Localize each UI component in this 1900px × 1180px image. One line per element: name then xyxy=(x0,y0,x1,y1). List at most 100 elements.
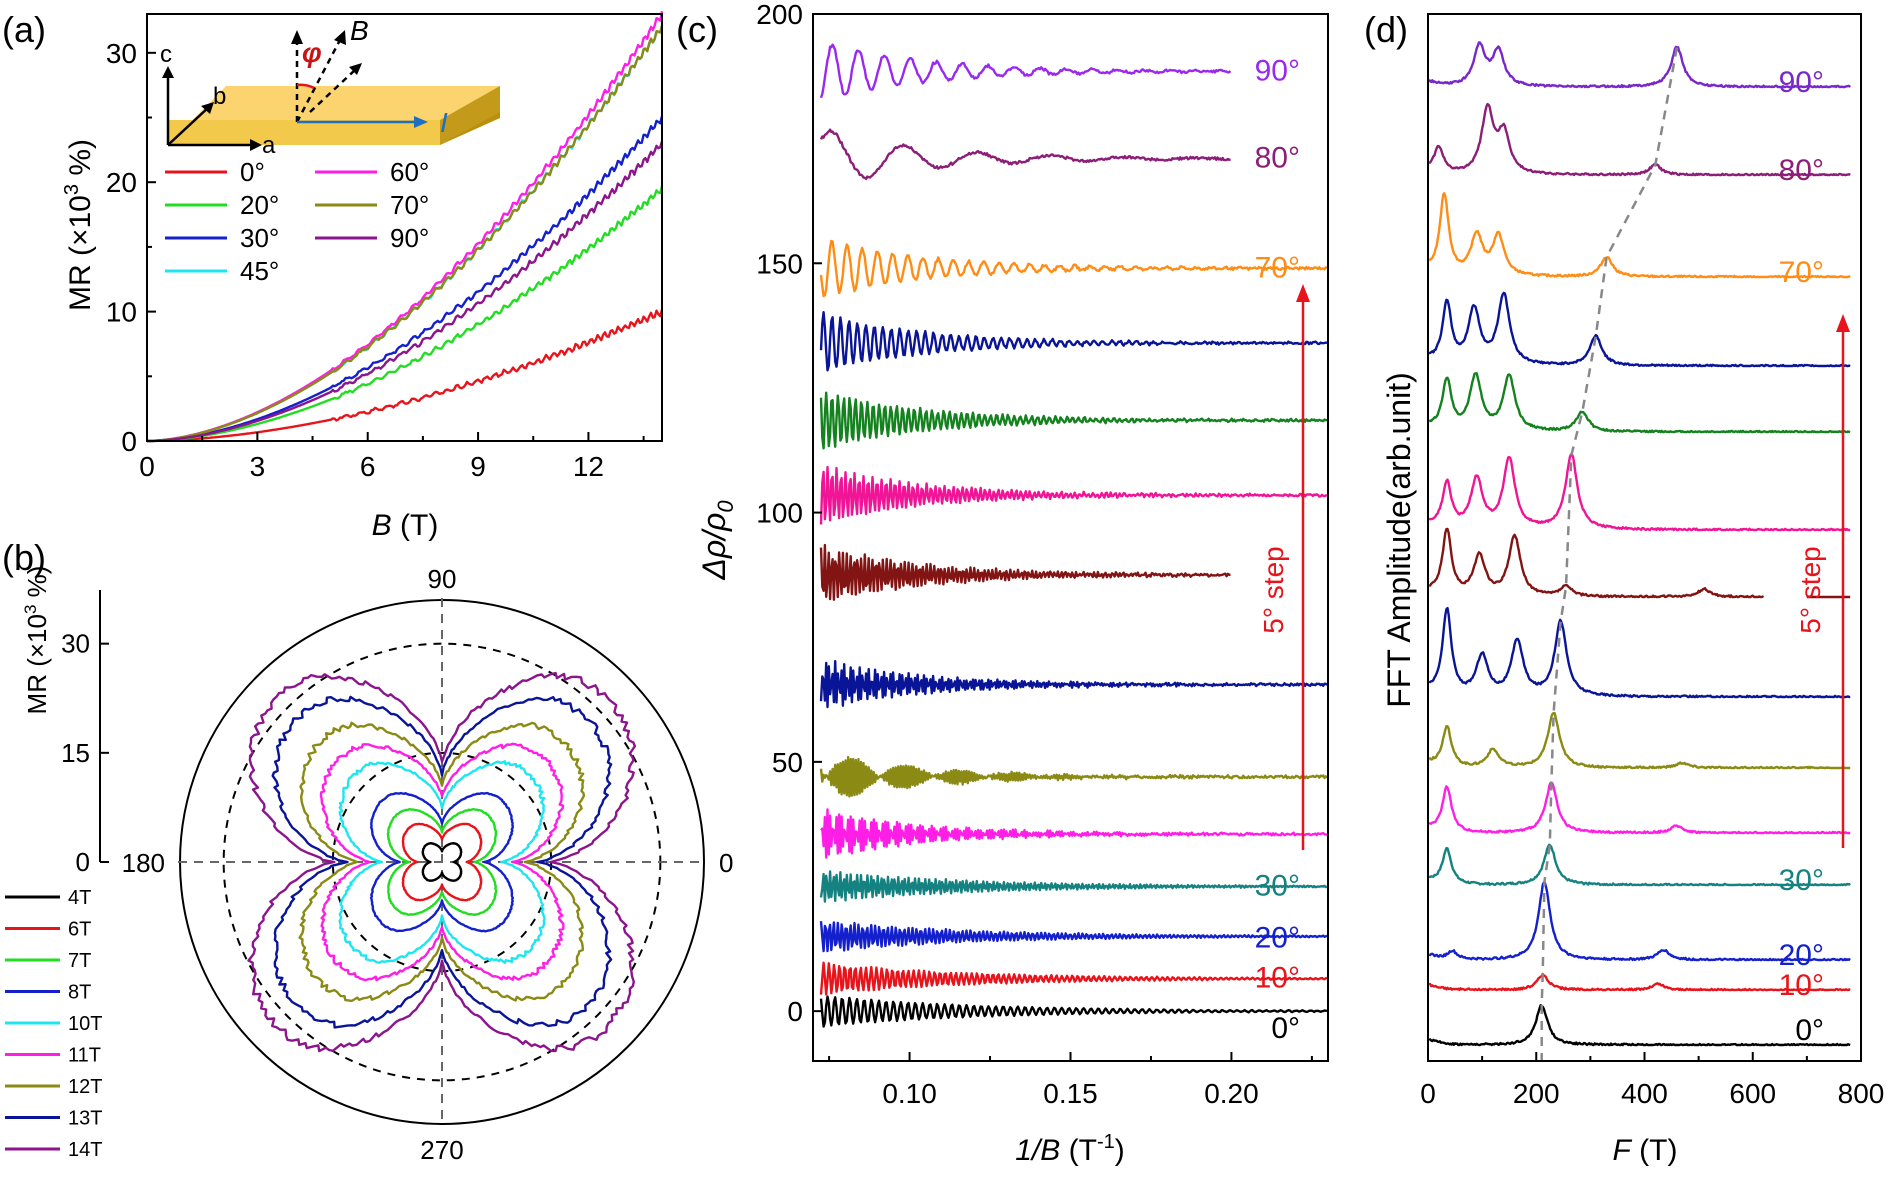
panel-a-legend-label: 60° xyxy=(390,157,429,187)
panel-a-series-70deg xyxy=(147,25,664,443)
panel-b-legend-label: 7T xyxy=(68,950,91,972)
panel-c-curves xyxy=(819,43,1328,1028)
panel-c-ytick-label: 50 xyxy=(772,747,803,778)
panel-a-ticks: 0 3 6 9 12 0 10 20 30 xyxy=(106,38,645,482)
panel-b-label: (b) xyxy=(2,537,46,578)
panel-d-series-60deg xyxy=(1428,372,1851,434)
panel-c-frame xyxy=(812,13,1329,1062)
panel-c-xtick-label: 0.20 xyxy=(1204,1078,1259,1109)
panel-b-legend: 4T 6T 7T 8T 10T 11T 12T 13T 14T xyxy=(5,887,102,1161)
panel-a-label: (a) xyxy=(2,9,46,50)
inset-axis-b: b xyxy=(213,83,226,110)
panel-d-xtick-label: 400 xyxy=(1621,1078,1668,1109)
panel-b-series-6T xyxy=(401,822,483,902)
panel-b-series-14T xyxy=(247,671,637,1053)
panel-d-step-arrowhead xyxy=(1836,314,1850,332)
panel-d-curves xyxy=(1428,41,1852,1062)
panel-d-angle-label: 0° xyxy=(1795,1014,1824,1047)
panel-c-angle-label: 90° xyxy=(1255,54,1300,87)
panel-b-series-11T xyxy=(319,742,565,982)
panel-d-angle-label: 30° xyxy=(1779,864,1824,897)
panel-d-fft: 0 200 400 600 800 0° 10°20° 30° 70° 80° 90° 5° st… xyxy=(1381,13,1884,1167)
panel-a-ytick-label: 0 xyxy=(121,426,137,457)
panel-b-legend-label: 4T xyxy=(68,887,91,909)
panel-c-ytick-label: 100 xyxy=(756,498,803,529)
panel-d-series-70deg xyxy=(1428,192,1851,279)
panel-c-ylabel: Δρ/ρ0 xyxy=(696,500,738,581)
panel-a-legend-label: 30° xyxy=(240,223,279,253)
panel-a-xtick-label: 6 xyxy=(360,451,376,482)
panel-c-step-arrowhead xyxy=(1296,284,1310,302)
panel-b-legend-label: 11T xyxy=(68,1045,101,1067)
panel-a-xtick-label: 12 xyxy=(573,451,604,482)
panel-b-series-10T xyxy=(338,760,546,964)
panel-d-angle-label: 20° xyxy=(1779,939,1824,972)
panel-d-angle-label: 10° xyxy=(1779,969,1824,1002)
panel-c-series-55deg xyxy=(819,465,1328,525)
panel-b-r-tick-label: 0 xyxy=(76,847,90,877)
panel-a-curves xyxy=(147,10,664,443)
panel-c-label: (c) xyxy=(676,9,718,50)
panel-d-series-30deg xyxy=(1428,843,1851,887)
panel-d-series-10deg xyxy=(1428,972,1851,992)
panel-c-step-label: 5° step xyxy=(1258,546,1289,633)
panel-a-legend-label: 70° xyxy=(390,190,429,220)
panel-b-series-8T xyxy=(369,791,514,933)
panel-d-xtick-label: 800 xyxy=(1838,1078,1885,1109)
panel-a-xlabel: B (T) xyxy=(372,509,439,542)
panel-d-angle-label: 90° xyxy=(1779,66,1824,99)
panel-c-ytick-label: 150 xyxy=(756,248,803,279)
panel-c-angle-label: 80° xyxy=(1255,142,1300,175)
panel-a-xtick-label: 3 xyxy=(250,451,266,482)
panel-c-angle-label: 20° xyxy=(1255,921,1300,954)
panel-a-mr-vs-field: 0 3 6 9 12 0 10 20 30 MR (×103 %) B (T) c b a xyxy=(61,10,664,542)
panel-c-oscillations: 0.10 0.15 0.20 0 50 100 150 200 0° 10° 20° 30° 70° 8… xyxy=(696,0,1329,1167)
panel-d-series-80deg xyxy=(1429,102,1851,177)
panel-a-xtick-label: 9 xyxy=(470,451,486,482)
panel-b-legend-label: 6T xyxy=(68,919,91,941)
inset-field-b: B xyxy=(350,15,369,46)
inset-axis-c: c xyxy=(160,41,172,68)
panel-a-series-0deg xyxy=(147,309,664,443)
panel-c-ytick-label: 0 xyxy=(787,996,803,1027)
panel-a-legend-label: 45° xyxy=(240,256,279,286)
panel-d-xtick-label: 600 xyxy=(1729,1078,1776,1109)
panel-b-angle-label: 0 xyxy=(719,848,733,878)
panel-d-step-label: 5° step xyxy=(1795,546,1826,633)
panel-b-legend-label: 10T xyxy=(68,1013,102,1035)
panel-a-legend-label: 20° xyxy=(240,190,279,220)
panel-c-series-40deg xyxy=(819,755,1328,798)
panel-d-xtick-label: 200 xyxy=(1513,1078,1560,1109)
panel-b-angle-label: 180 xyxy=(122,848,165,878)
panel-d-series-50deg xyxy=(1428,527,1765,599)
panel-c-series-45deg xyxy=(819,660,1328,709)
panel-b-polar-plot: 0 90 180 270 xyxy=(122,564,734,1165)
panel-d-angle-labels: 0° 10°20° 30° 70° 80° 90° xyxy=(1779,66,1824,1047)
panel-b-legend-label: 14T xyxy=(68,1139,102,1161)
panel-a-ylabel: MR (×103 %) xyxy=(61,139,97,311)
panel-a-legend-label: 0° xyxy=(240,157,265,187)
panel-c-series-70deg xyxy=(819,239,1328,298)
panel-a-ytick-label: 10 xyxy=(106,297,137,328)
panel-c-series-0deg xyxy=(819,995,1328,1028)
panel-d-series-90deg xyxy=(1428,41,1852,89)
panel-c-angle-label: 30° xyxy=(1255,870,1300,903)
panel-b-series-4T xyxy=(421,842,463,882)
panel-c-ytick-label: 200 xyxy=(756,0,803,30)
panel-c-series-60deg xyxy=(819,391,1327,450)
sample-front-face xyxy=(168,120,440,145)
panel-a-ytick-label: 30 xyxy=(106,38,137,69)
panel-d-series-35deg xyxy=(1428,781,1851,835)
panel-c-series-30deg xyxy=(819,870,1328,903)
panel-c-series-50deg xyxy=(819,543,1231,601)
panel-b-angle-label: 90 xyxy=(428,564,457,594)
panel-b-r-tick-label: 30 xyxy=(61,629,90,659)
panel-d-series-20deg xyxy=(1428,881,1851,962)
panel-d-ticks: 0 200 400 600 800 xyxy=(1420,1052,1884,1109)
panel-c-series-90deg xyxy=(819,43,1232,99)
panel-d-angle-label: 70° xyxy=(1779,256,1824,289)
panel-b-rlabel: MR (×103 %) xyxy=(21,566,52,715)
panel-a-inset-sample: c b a φ B I xyxy=(160,15,500,159)
panel-b-legend-label: 13T xyxy=(68,1108,102,1130)
panel-b-radial-axis: 0 15 30 xyxy=(61,590,109,877)
